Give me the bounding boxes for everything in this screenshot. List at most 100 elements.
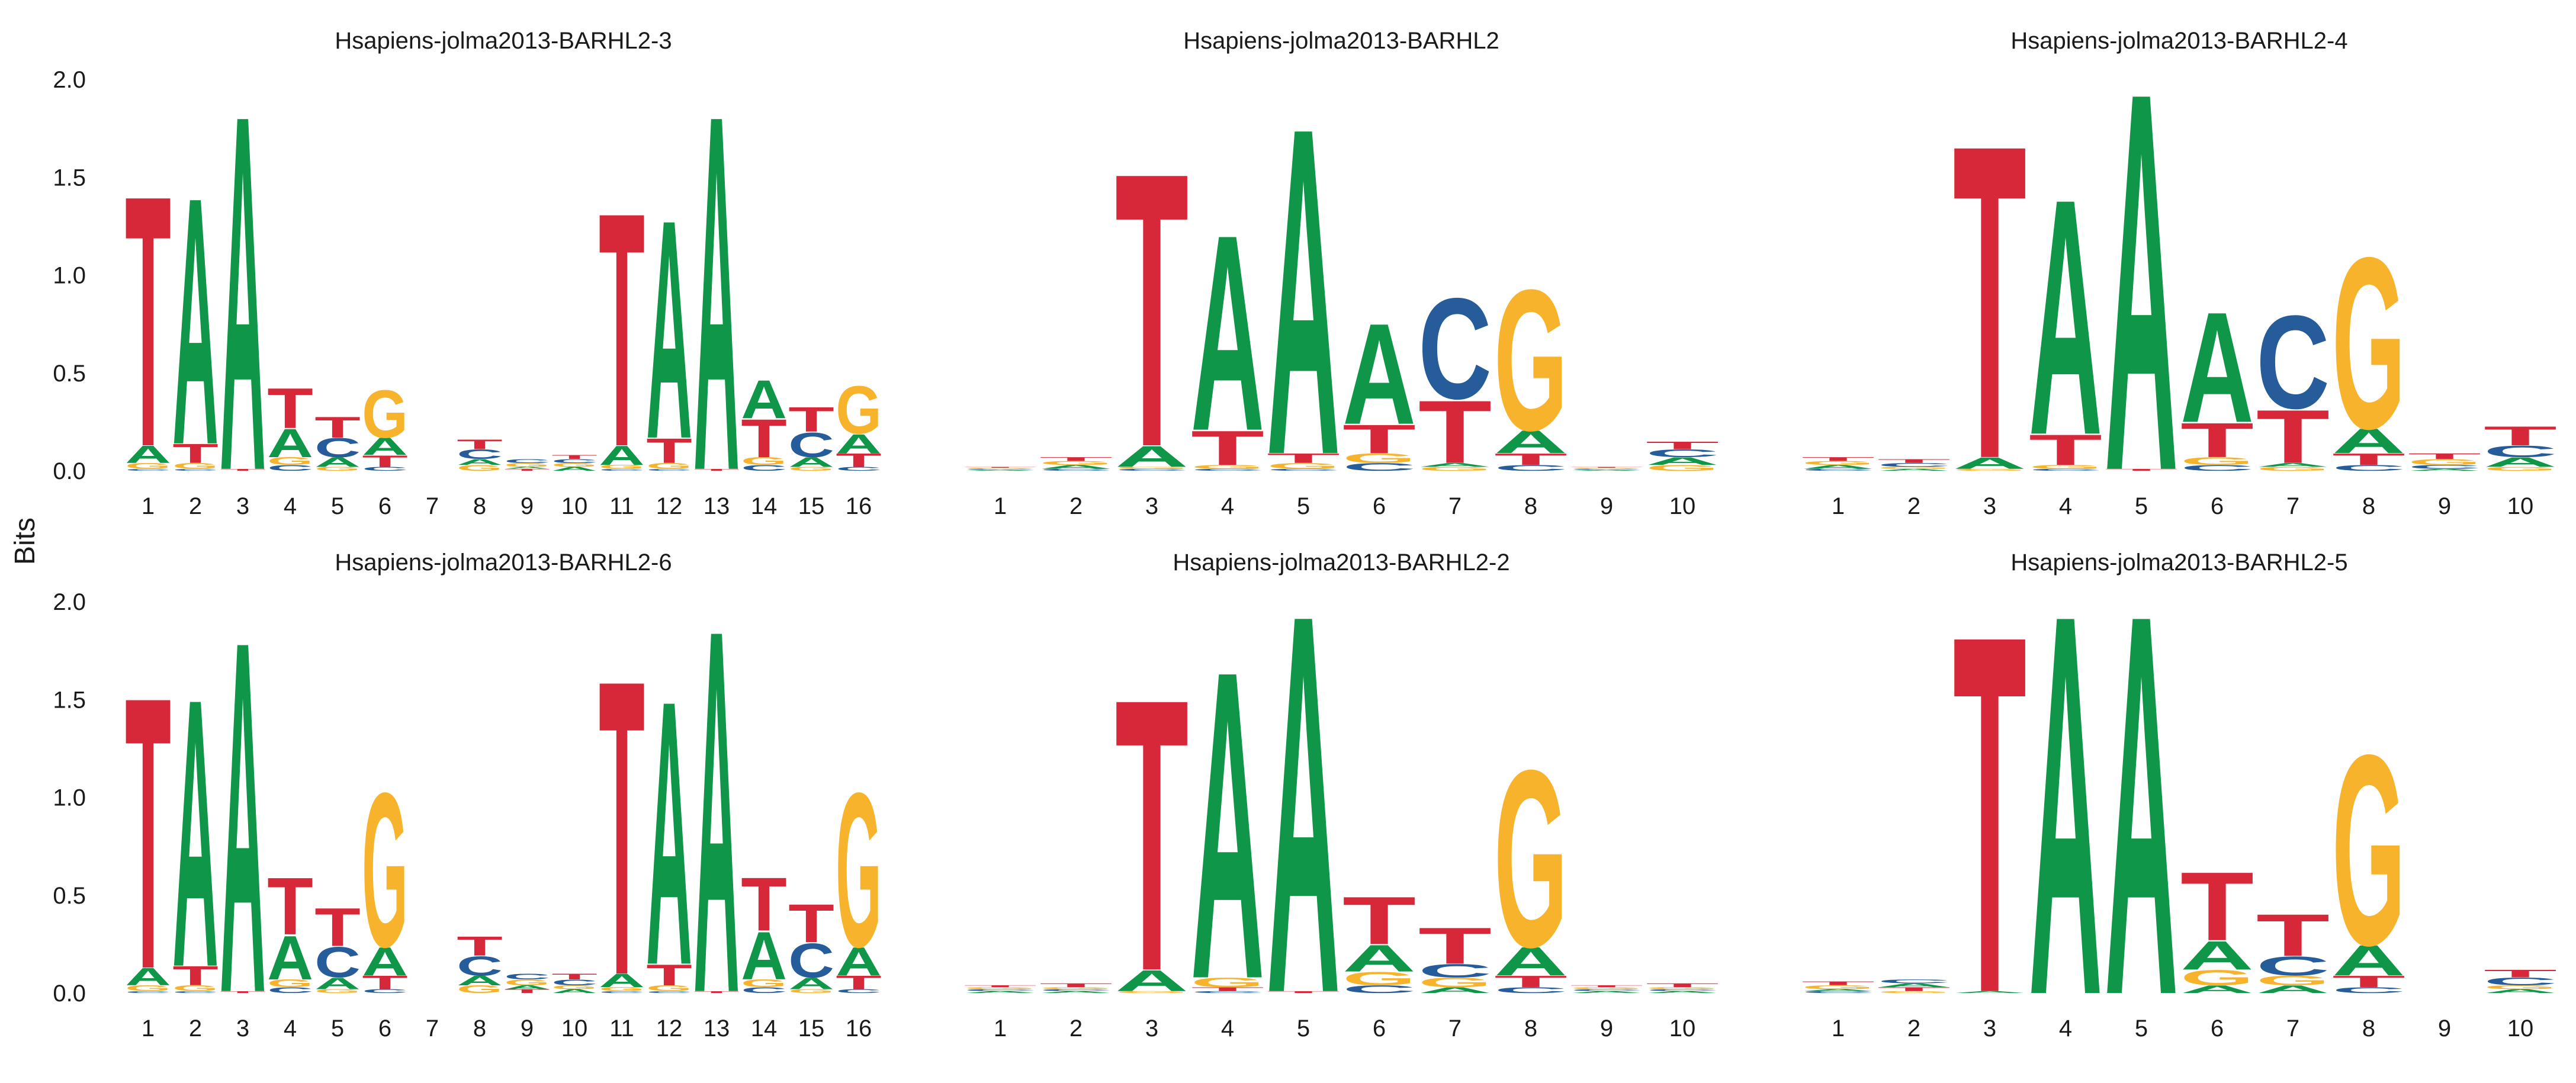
logo-letter-T: T (457, 437, 503, 452)
logo-letter-C: C (267, 464, 313, 473)
logo-letter-A: A (1191, 579, 1264, 1071)
logo-letter-G: G (1342, 968, 1416, 989)
logo-letter-T: T (1418, 382, 1492, 482)
logo-letter-G: G (1953, 468, 2026, 471)
logo-letter-C: C (314, 938, 361, 986)
logo-letter-G: G (504, 978, 550, 987)
logo-letter-G: G (788, 466, 834, 472)
logo-letter-T: T (1267, 991, 1340, 994)
logo-letter-T: T (2105, 468, 2178, 471)
x-tick-label: 3 (1983, 1015, 1996, 1042)
x-tick-label: 3 (236, 1015, 249, 1042)
logo-letter-T: T (125, 121, 171, 522)
x-tick-label: 8 (2362, 1015, 2375, 1042)
logo-letter-T: T (1494, 972, 1568, 991)
x-tick-label: 1 (994, 493, 1007, 519)
x-tick-label: 14 (751, 1015, 778, 1042)
logo-letter-A: A (314, 455, 361, 470)
logo-letter-A: A (125, 441, 171, 468)
logo-letter-G: G (1191, 464, 1264, 470)
logo-letter-T: T (220, 468, 266, 471)
logo-letter-A: A (2029, 129, 2102, 506)
logo-letter-A: A (1267, 31, 1340, 553)
logo-letter-C: C (2180, 464, 2254, 473)
logo-letter-G: G (1342, 451, 1416, 466)
y-tick-label: 0.0 (53, 458, 86, 484)
logo-letter-G: G (646, 984, 692, 993)
logo-letter-G: G (2029, 464, 2102, 470)
logo-letter-T: T (551, 454, 598, 460)
logo-letter-T: T (551, 972, 598, 981)
x-tick-label: 7 (2286, 1015, 2299, 1042)
x-tick-label: 7 (2286, 493, 2299, 519)
logo-letter-A: A (693, 522, 740, 1083)
logo-letter-T: T (1418, 917, 1492, 975)
logo-letter-A: A (2105, 0, 2178, 584)
x-tick-label: 10 (1669, 1015, 1696, 1042)
logo-letter-C: C (1877, 978, 1951, 984)
logo-letter-G: G (1494, 249, 1568, 473)
logo-letter-A: A (2105, 501, 2178, 1083)
panels-layer: Hsapiens-jolma2013-BARHL2-3 0.0 0.5 1.0 1.5 2… (53, 0, 2557, 1083)
x-tick-label: 9 (1600, 1015, 1613, 1042)
logo-letter-C: C (1494, 464, 1568, 473)
logo-letter-A: A (504, 984, 550, 990)
x-tick-label: 15 (798, 493, 825, 519)
logo-letter-G: G (267, 455, 313, 467)
logo-letter-G: G (314, 988, 361, 994)
logo-letter-C: C (504, 972, 550, 981)
logo-letter-A: A (1570, 470, 1643, 471)
logo-letter-A: A (1115, 440, 1189, 474)
x-tick-label: 2 (1907, 493, 1920, 519)
logo-letter-G: G (2180, 455, 2254, 468)
logo-letter-A: A (457, 458, 503, 467)
x-tick-label: 7 (426, 1015, 439, 1042)
logo-letter-T: T (788, 400, 834, 439)
logo-letter-A: A (1494, 939, 1568, 984)
logo-letter-C: C (2029, 468, 2102, 471)
x-tick-label: 5 (2135, 1015, 2148, 1042)
logo-letter-A: A (963, 991, 1037, 994)
logo-letter-C: C (314, 432, 361, 463)
x-tick-label: 7 (1448, 493, 1462, 519)
logo-letter-A: A (1646, 455, 1719, 467)
x-tick-label: 8 (1524, 493, 1537, 519)
logo-letter-T: T (646, 431, 692, 471)
logo-letter-C: C (2256, 288, 2330, 437)
logo-letter-T: T (2180, 852, 2254, 962)
logo-letter-C: C (599, 991, 645, 994)
x-tick-label: 3 (236, 493, 249, 519)
logo-letter-A: A (693, 8, 740, 577)
logo-letter-G: G (1418, 975, 1492, 991)
x-tick-label: 9 (1600, 493, 1613, 519)
logo-letter-A: A (2484, 988, 2557, 994)
logo-letter-G: G (646, 462, 692, 471)
x-tick-label: 4 (1221, 493, 1234, 519)
panel-title: Hsapiens-jolma2013-BARHL2-4 (2010, 28, 2347, 54)
x-tick-label: 5 (1297, 1015, 1310, 1042)
logo-letter-C: C (836, 466, 882, 472)
logo-letter-G: G (1039, 460, 1113, 466)
x-tick-label: 1 (1832, 1015, 1845, 1042)
logo-letter-C: C (2332, 464, 2405, 473)
logo-letter-A: A (741, 369, 787, 430)
logo-letter-A: A (2408, 468, 2481, 471)
logo-panel: Hsapiens-jolma2013-BARHL21ACGT2CAGT3CGAT… (963, 28, 1719, 553)
logo-letter-C: C (1801, 468, 1875, 471)
logo-letter-A: A (599, 440, 645, 471)
logo-letter-C: C (125, 468, 171, 471)
logo-letter-G: G (1570, 986, 1643, 989)
logo-letter-T: T (1342, 883, 1416, 959)
logo-letter-A: A (1570, 991, 1643, 994)
logo-letter-T: T (1646, 982, 1719, 988)
logo-letter-C: C (1570, 468, 1643, 470)
logo-letter-T: T (836, 449, 882, 471)
panel-title: Hsapiens-jolma2013-BARHL2-3 (335, 28, 672, 54)
logo-letter-C: C (457, 951, 503, 982)
logo-letter-C: C (741, 464, 787, 473)
logo-letter-T: T (2332, 972, 2405, 991)
logo-letter-C: C (1039, 468, 1113, 471)
logo-letter-T: T (267, 376, 313, 440)
logo-letter-A: A (836, 429, 882, 459)
x-tick-label: 8 (2362, 493, 2375, 519)
